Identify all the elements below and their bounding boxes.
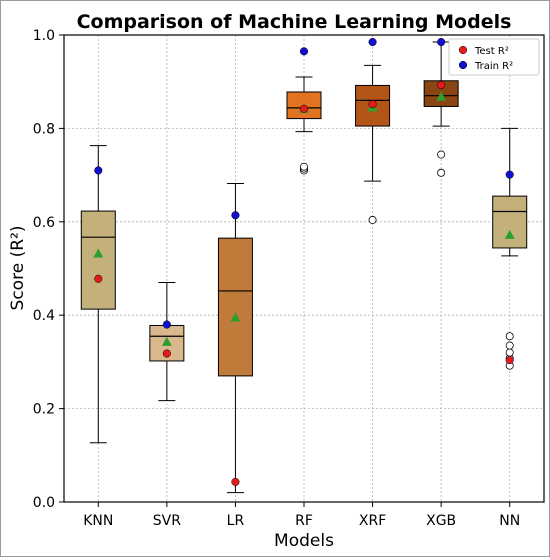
x-tick-label: XRF bbox=[359, 513, 386, 529]
box-xrf bbox=[355, 37, 391, 224]
chart-title: Comparison of Machine Learning Models bbox=[77, 11, 512, 33]
outlier-point bbox=[505, 341, 514, 350]
y-tick-label: 1.0 bbox=[33, 28, 55, 44]
y-axis-label: Score (R²) bbox=[8, 226, 28, 311]
y-tick-label: 0.6 bbox=[33, 215, 55, 231]
test-score-point bbox=[162, 349, 171, 358]
x-tick-label: SVR bbox=[153, 513, 181, 529]
mean-marker bbox=[161, 336, 172, 346]
outlier-point bbox=[505, 348, 514, 357]
box-svr bbox=[149, 282, 185, 402]
legend-label: Test R² bbox=[474, 46, 509, 57]
legend-label: Train R² bbox=[474, 61, 513, 72]
train-score-point bbox=[231, 211, 240, 220]
test-score-point bbox=[231, 477, 240, 486]
outlier-point bbox=[299, 162, 308, 171]
train-score-point bbox=[94, 166, 103, 175]
legend-marker bbox=[458, 45, 468, 55]
x-tick-label: KNN bbox=[83, 513, 113, 529]
iqr-box bbox=[286, 91, 322, 120]
outlier-point bbox=[505, 332, 514, 341]
outlier-point bbox=[437, 150, 446, 159]
outlier-point bbox=[437, 168, 446, 177]
test-score-point bbox=[94, 274, 103, 283]
box-xgb bbox=[423, 37, 459, 177]
axes: 0.0 0.2 0.4 0.6 0.8 1.0 KNN SVR LR RF XRF XGB NN bbox=[33, 28, 520, 529]
train-score-point bbox=[299, 47, 309, 56]
x-tick-label: RF bbox=[295, 513, 313, 529]
x-tick-label: NN bbox=[499, 513, 520, 529]
legend: Test R² Train R² bbox=[448, 38, 540, 76]
iqr-box bbox=[80, 210, 116, 310]
mean-marker bbox=[230, 312, 241, 322]
test-score-point bbox=[299, 104, 309, 113]
test-score-point bbox=[368, 100, 377, 109]
box-nn bbox=[492, 127, 528, 370]
train-score-point bbox=[162, 320, 171, 329]
mean-marker bbox=[436, 91, 447, 101]
mean-marker bbox=[504, 229, 515, 239]
x-tick-label: XGB bbox=[426, 513, 456, 529]
box-knn bbox=[80, 145, 116, 444]
y-tick-label: 0.4 bbox=[33, 308, 55, 324]
iqr-box bbox=[217, 237, 253, 377]
iqr-box bbox=[492, 195, 528, 249]
box-series bbox=[80, 37, 528, 494]
box-rf bbox=[286, 47, 322, 175]
y-tick-label: 0.0 bbox=[33, 495, 55, 511]
legend-box bbox=[448, 38, 540, 76]
mean-marker bbox=[93, 248, 104, 258]
test-score-point bbox=[437, 80, 446, 90]
train-score-point bbox=[505, 170, 514, 179]
y-tick-label: 0.8 bbox=[33, 121, 55, 137]
legend-marker bbox=[458, 60, 468, 70]
train-score-point bbox=[437, 37, 446, 47]
box-lr bbox=[217, 183, 253, 494]
x-tick-label: LR bbox=[227, 513, 245, 529]
y-tick-label: 0.2 bbox=[33, 402, 55, 418]
train-score-point bbox=[368, 37, 377, 47]
x-axis-label: Models bbox=[274, 531, 334, 551]
outlier-point bbox=[368, 215, 377, 224]
test-score-point bbox=[505, 355, 514, 365]
